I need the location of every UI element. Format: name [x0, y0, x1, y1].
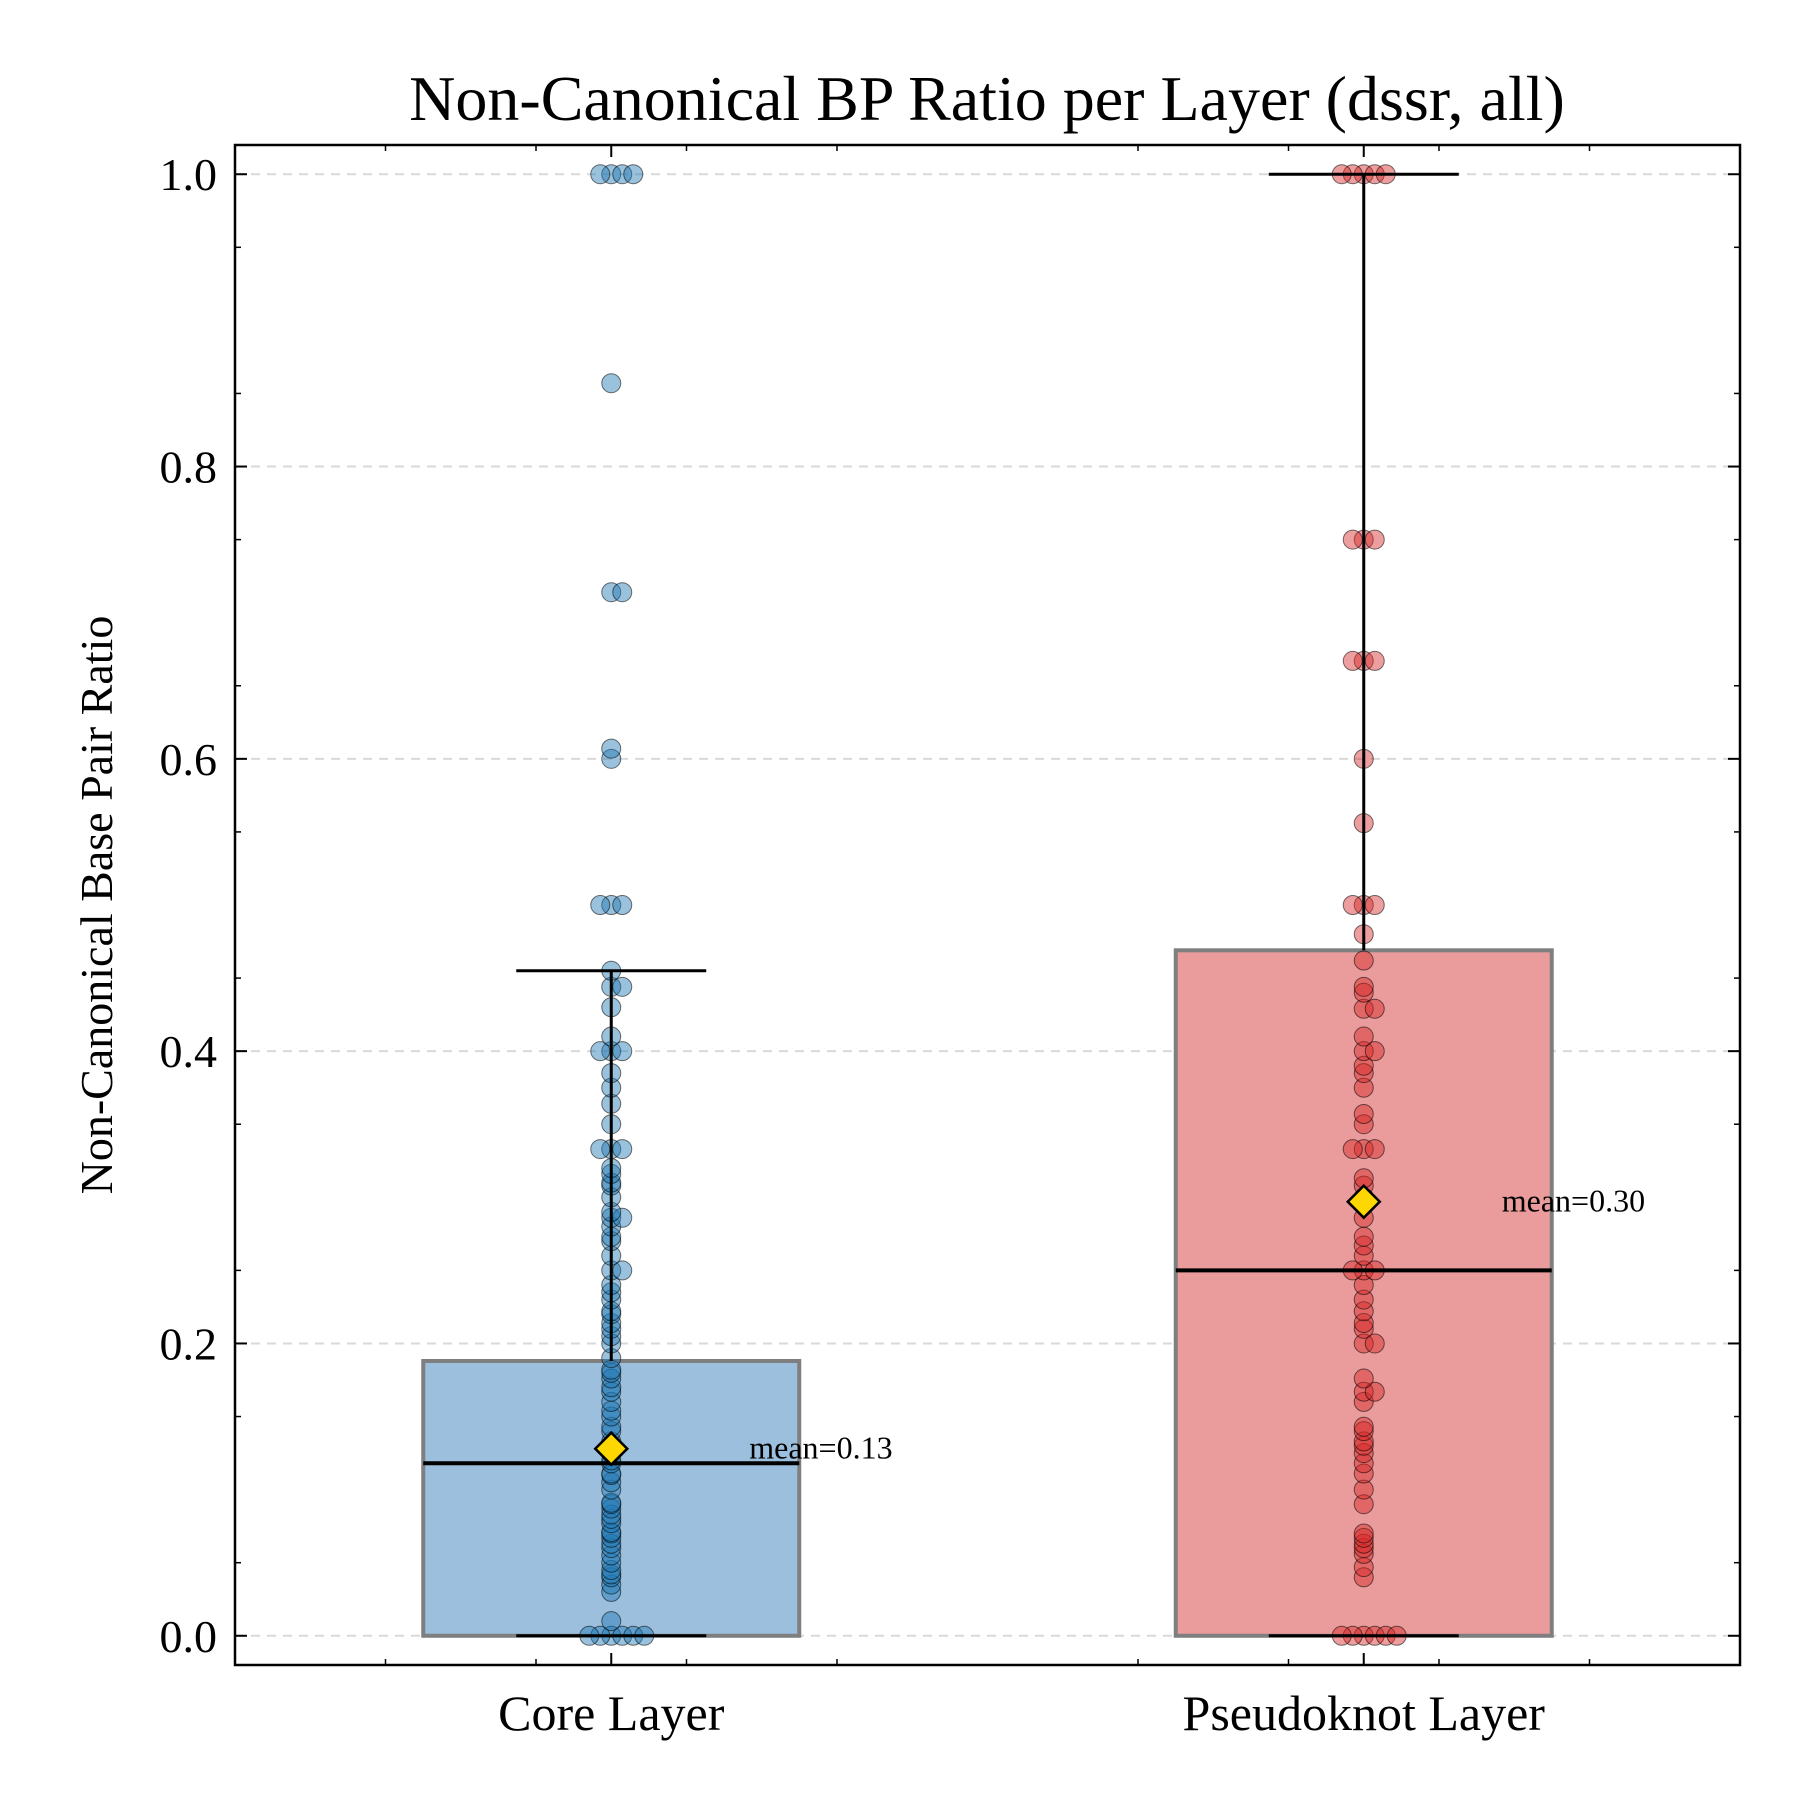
data-point	[590, 895, 611, 915]
data-point	[601, 1545, 622, 1566]
data-point	[1353, 1463, 1374, 1484]
y-tick-label: 1.0	[160, 149, 218, 200]
data-point	[1353, 1041, 1374, 1062]
data-point	[601, 373, 622, 394]
data-point	[1364, 1333, 1385, 1354]
y-tick-label: 0.4	[160, 1026, 218, 1077]
data-point	[601, 1479, 622, 1500]
data-point	[1353, 1104, 1374, 1124]
data-point	[1353, 1055, 1374, 1076]
data-point	[1353, 1333, 1374, 1354]
chart-title: Non-Canonical BP Ratio per Layer (dssr, …	[409, 63, 1565, 134]
data-point	[1353, 1479, 1374, 1500]
data-point	[601, 1368, 622, 1389]
data-point	[601, 1533, 622, 1554]
data-point	[1353, 1453, 1374, 1474]
data-point	[1364, 895, 1385, 915]
x-tick-label: Pseudoknot Layer	[1183, 1685, 1546, 1741]
data-point	[1364, 1139, 1385, 1160]
data-point	[1364, 1041, 1385, 1062]
data-point	[590, 1139, 611, 1160]
data-point	[1353, 982, 1374, 1003]
data-point	[601, 1504, 622, 1525]
data-point	[1353, 1139, 1374, 1160]
data-point	[1364, 998, 1385, 1019]
data-point	[601, 1508, 622, 1529]
x-tick-label: Core Layer	[498, 1685, 725, 1741]
data-point	[601, 1377, 622, 1398]
data-point	[1353, 1538, 1374, 1559]
data-point	[1353, 950, 1374, 971]
data-point	[1353, 1289, 1374, 1310]
axis-ticks: 0.0 0.2 0.4 0.6 0.8 1.0 Core Layer Pseudoknot L…	[160, 145, 1740, 1741]
y-tick-label: 0.8	[160, 442, 218, 493]
data-point	[1353, 1318, 1374, 1339]
data-point	[1353, 1077, 1374, 1098]
data-point	[601, 582, 622, 603]
data-point	[1342, 650, 1363, 671]
mean-annotation-0: mean=0.13	[749, 1430, 892, 1466]
data-points	[579, 164, 1407, 1646]
data-point	[1353, 998, 1374, 1019]
data-point	[1364, 650, 1385, 671]
data-point	[601, 748, 622, 769]
data-point	[612, 895, 633, 915]
data-point	[601, 1574, 622, 1595]
data-point	[623, 164, 644, 185]
mean-marker-0	[593, 1430, 630, 1467]
plot-frame	[233, 143, 1742, 1667]
data-point	[601, 1581, 622, 1602]
data-point	[1353, 1368, 1374, 1389]
mean-markers: mean=0.13 mean=0.30	[593, 1183, 1645, 1467]
data-point	[1353, 1391, 1374, 1412]
mean-marker-1	[1345, 1183, 1382, 1220]
data-point	[1353, 1567, 1374, 1588]
data-point	[1353, 1301, 1374, 1322]
data-point	[601, 1391, 622, 1412]
data-point	[612, 582, 633, 603]
data-point	[601, 164, 622, 185]
data-point	[1353, 1527, 1374, 1548]
data-point	[1353, 1494, 1374, 1515]
data-point	[1353, 1063, 1374, 1084]
data-point	[1353, 1523, 1374, 1544]
data-point	[1353, 1421, 1374, 1442]
data-point	[601, 1560, 622, 1580]
data-point	[612, 164, 633, 185]
data-point	[1353, 976, 1374, 997]
y-tick-label: 0.2	[160, 1318, 218, 1369]
data-point	[1353, 1443, 1374, 1464]
data-point	[1353, 1226, 1374, 1247]
mean-annotation-1: mean=0.30	[1502, 1183, 1645, 1219]
data-point	[1342, 1139, 1363, 1160]
y-tick-label: 0.0	[160, 1611, 218, 1662]
data-point	[1364, 1381, 1385, 1402]
y-tick-label: 0.6	[160, 734, 218, 785]
y-axis-label: Non-Canonical Base Pair Ratio	[71, 616, 122, 1195]
data-point	[1353, 1275, 1374, 1295]
data-point	[1353, 1543, 1374, 1564]
data-point	[1353, 1416, 1374, 1437]
data-point	[612, 976, 633, 997]
data-point	[601, 1538, 622, 1559]
data-point	[601, 1611, 622, 1632]
data-point	[590, 164, 611, 185]
data-point	[1364, 529, 1385, 550]
data-point	[1342, 529, 1363, 550]
data-point	[1353, 1114, 1374, 1135]
data-point	[1353, 1026, 1374, 1047]
data-point	[612, 1139, 633, 1160]
data-point	[1353, 1431, 1374, 1452]
data-point	[601, 738, 622, 759]
data-point	[601, 1406, 622, 1427]
data-point	[1353, 1235, 1374, 1256]
data-point	[601, 895, 622, 915]
data-point	[1353, 1313, 1374, 1333]
data-point	[1342, 895, 1363, 915]
data-point	[1353, 1533, 1374, 1554]
